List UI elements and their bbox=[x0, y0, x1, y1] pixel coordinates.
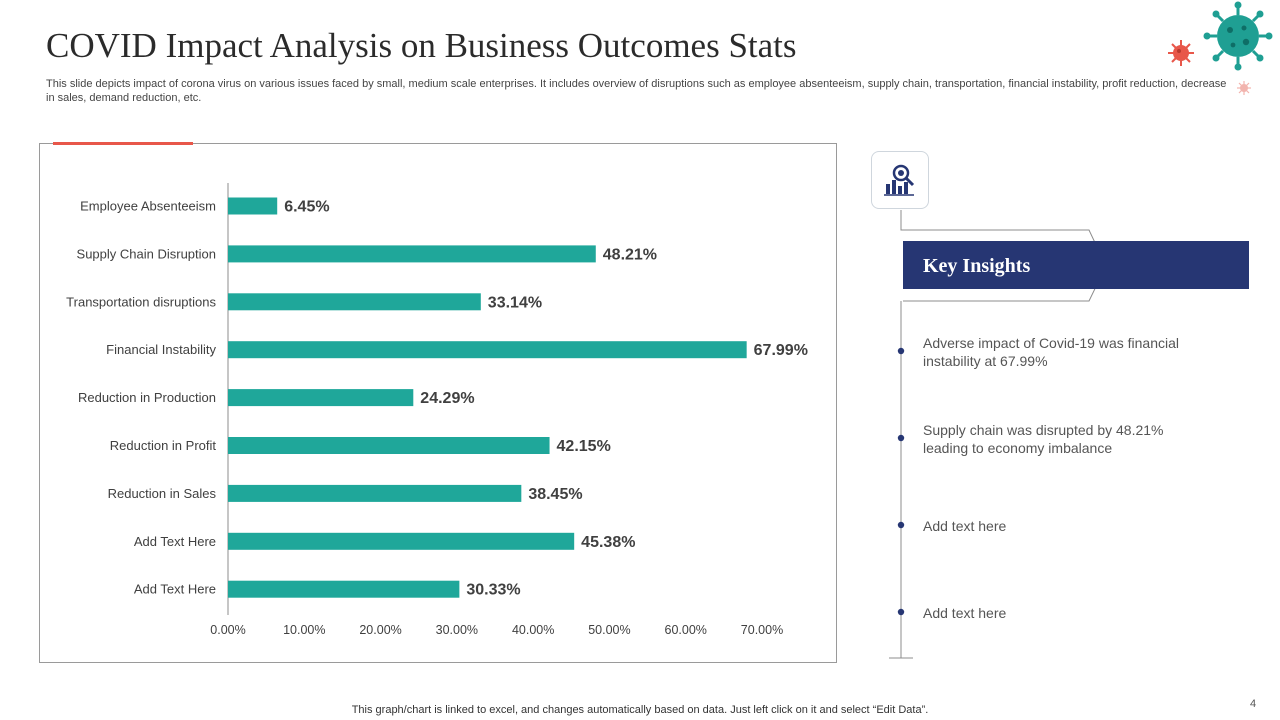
x-tick-label: 40.00% bbox=[512, 623, 554, 637]
bar[interactable] bbox=[228, 293, 481, 311]
chart-accent-bar bbox=[53, 142, 193, 145]
timeline-dot bbox=[897, 608, 905, 616]
slide-title: COVID Impact Analysis on Business Outcom… bbox=[46, 26, 797, 65]
timeline-dot bbox=[897, 521, 905, 529]
category-label: Add Text Here bbox=[134, 582, 216, 597]
bar[interactable] bbox=[228, 532, 575, 550]
insight-item: Add text here bbox=[923, 518, 1007, 534]
x-tick-label: 20.00% bbox=[359, 623, 401, 637]
category-label: Reduction in Profit bbox=[110, 438, 217, 453]
data-label: 33.14% bbox=[488, 294, 542, 311]
bar-chart[interactable]: Employee Absenteeism 6.45% Supply Chain Di… bbox=[39, 143, 837, 663]
x-tick-label: 60.00% bbox=[665, 623, 707, 637]
virus-icon bbox=[1203, 1, 1273, 71]
data-label: 48.21% bbox=[603, 246, 657, 263]
timeline-dot bbox=[897, 434, 905, 442]
category-label: Employee Absenteeism bbox=[80, 199, 216, 214]
insight-item: Add text here bbox=[923, 605, 1007, 621]
chart-frame bbox=[39, 143, 837, 663]
bar[interactable] bbox=[228, 389, 414, 407]
insight-icon-card bbox=[871, 151, 929, 209]
insights-banner bbox=[903, 241, 1249, 289]
insight-item: Adverse impact of Covid-19 was financial… bbox=[923, 335, 1180, 369]
category-label: Financial Instability bbox=[106, 342, 216, 357]
bar[interactable] bbox=[228, 437, 550, 454]
category-label: Add Text Here bbox=[134, 534, 216, 549]
virus-icon bbox=[1168, 40, 1194, 66]
footer-note: This graph/chart is linked to excel, and… bbox=[351, 704, 929, 716]
category-label: Reduction in Production bbox=[78, 390, 216, 405]
data-label: 42.15% bbox=[557, 438, 611, 455]
data-label: 38.45% bbox=[528, 486, 582, 503]
x-tick-label: 10.00% bbox=[283, 623, 325, 637]
data-label: 67.99% bbox=[754, 342, 808, 359]
timeline-dot bbox=[897, 347, 905, 355]
page-number: 4 bbox=[1250, 698, 1257, 710]
category-label: Transportation disruptions bbox=[66, 294, 216, 309]
data-label: 24.29% bbox=[420, 390, 474, 407]
data-label: 30.33% bbox=[466, 582, 520, 599]
x-tick-label: 0.00% bbox=[210, 623, 245, 637]
chart-magnifier-icon bbox=[884, 164, 915, 196]
x-tick-label: 30.00% bbox=[436, 623, 478, 637]
bar[interactable] bbox=[228, 580, 460, 598]
bar[interactable] bbox=[228, 197, 278, 215]
data-label: 6.45% bbox=[284, 199, 329, 216]
bar[interactable] bbox=[228, 484, 522, 502]
category-label: Supply Chain Disruption bbox=[77, 246, 216, 261]
category-label: Reduction in Sales bbox=[108, 486, 217, 501]
x-tick-label: 50.00% bbox=[588, 623, 630, 637]
virus-icon bbox=[1237, 81, 1251, 95]
x-tick-label: 70.00% bbox=[741, 623, 783, 637]
insights-title: Key Insights bbox=[923, 255, 1031, 277]
data-label: 45.38% bbox=[581, 534, 635, 551]
bar[interactable] bbox=[228, 341, 747, 359]
insights-timeline bbox=[889, 210, 1249, 659]
slide-subtitle: This slide depicts impact of corona viru… bbox=[46, 78, 1227, 104]
bar[interactable] bbox=[228, 245, 596, 263]
insight-item: Supply chain was disrupted by 48.21% lea… bbox=[923, 422, 1164, 456]
